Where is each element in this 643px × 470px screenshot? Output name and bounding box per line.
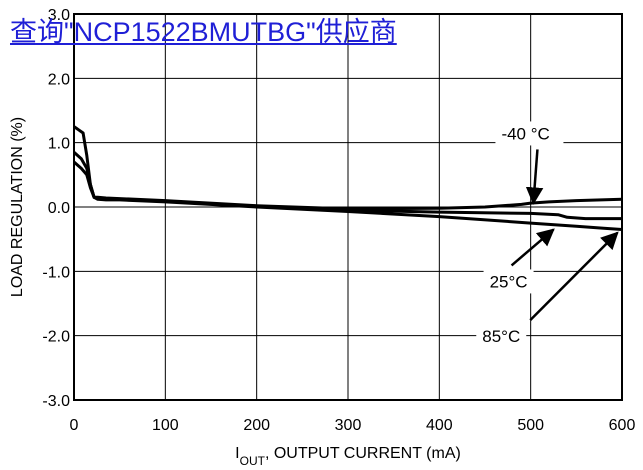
y-tick-label: -2.0 [42,329,70,346]
y-tick-label: 3.0 [48,7,70,24]
x-axis-title-sub: OUT [240,454,266,468]
y-tick-label: -1.0 [42,264,70,281]
y-axis-title: LOAD REGULATION (%) [9,117,26,297]
annotation-label: 25°C [490,272,528,291]
annotation-label: -40 °C [501,124,549,143]
x-axis-title: IOUT, OUTPUT CURRENT (mA) [235,445,461,468]
x-axis-title-rest: , OUTPUT CURRENT (mA) [265,445,461,462]
x-tick-label: 100 [152,417,179,434]
annotation-arrow [525,149,544,205]
annotation-bg [476,324,527,349]
annotation-arrow [529,231,619,321]
annotation-label: 85°C [482,327,520,346]
annotation-bg [483,269,534,294]
x-tick-label: 300 [335,417,362,434]
x-tick-labels: 0 100 200 300 400 500 600 [70,417,636,434]
y-tick-label: 1.0 [48,136,70,153]
y-tick-label: 2.0 [48,71,70,88]
supplier-query-link[interactable]: 查询"NCP1522BMUTBG"供应商 [10,17,397,47]
plot-frame [73,13,623,401]
annotation-arrow [510,228,555,267]
series-line-2 [73,160,623,231]
x-tick-label: 500 [517,417,544,434]
x-tick-label: 0 [70,417,79,434]
y-tick-labels: 3.0 2.0 1.0 0.0 -1.0 -2.0 -3.0 [42,7,70,410]
x-tick-label: 600 [609,417,636,434]
x-tick-label: 200 [243,417,270,434]
grid-lines [73,13,623,401]
annotations: -40 °C 25°C 85°C [476,121,619,349]
y-tick-label: 0.0 [48,200,70,217]
x-axis-title-prefix: I [235,445,239,462]
x-tick-label: 400 [426,417,453,434]
annotation-bg [495,121,564,146]
y-tick-label: -3.0 [42,393,70,410]
